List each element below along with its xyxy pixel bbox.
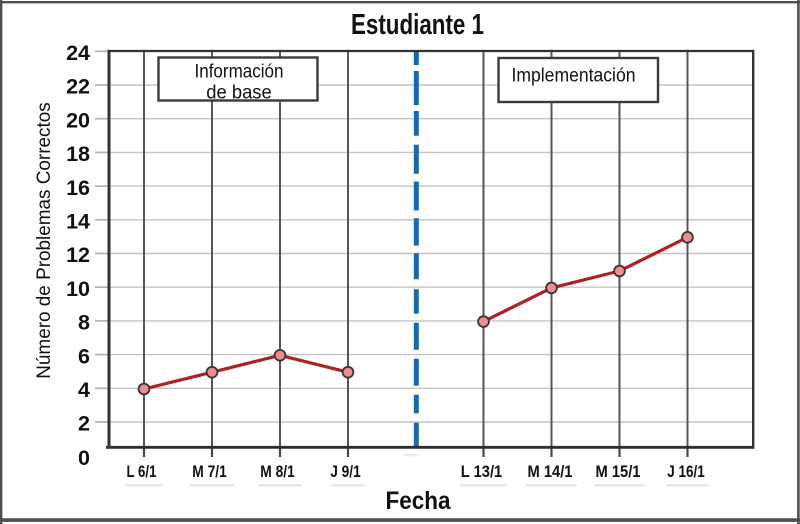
svg-text:L 13/1: L 13/1: [461, 463, 503, 481]
svg-text:8: 8: [78, 311, 90, 335]
svg-text:Información: Información: [195, 62, 284, 83]
svg-text:12: 12: [66, 243, 90, 267]
svg-text:L 6/1: L 6/1: [127, 463, 157, 481]
svg-text:14: 14: [66, 210, 90, 234]
svg-text:Implementación: Implementación: [512, 66, 636, 87]
svg-text:M 14/1: M 14/1: [528, 463, 573, 481]
svg-text:24: 24: [66, 41, 90, 65]
svg-text:18: 18: [66, 142, 90, 166]
svg-text:4: 4: [78, 378, 90, 402]
svg-text:20: 20: [66, 108, 90, 132]
svg-text:de base: de base: [206, 83, 272, 104]
svg-text:Número de Problemas Correctos: Número de Problemas Correctos: [34, 102, 55, 379]
svg-text:M 8/1: M 8/1: [260, 463, 295, 481]
svg-text:6: 6: [78, 344, 90, 368]
svg-text:16: 16: [66, 176, 90, 200]
svg-text:10: 10: [66, 277, 90, 301]
svg-text:2: 2: [78, 412, 90, 436]
svg-text:M 7/1: M 7/1: [192, 463, 227, 481]
svg-text:0: 0: [78, 446, 90, 470]
svg-text:22: 22: [66, 75, 90, 99]
svg-text:Estudiante 1: Estudiante 1: [351, 9, 484, 41]
svg-text:Fecha: Fecha: [386, 487, 452, 515]
svg-text:M 15/1: M 15/1: [596, 463, 641, 481]
svg-text:J 9/1: J 9/1: [330, 463, 361, 481]
svg-text:J 16/1: J 16/1: [667, 463, 705, 481]
